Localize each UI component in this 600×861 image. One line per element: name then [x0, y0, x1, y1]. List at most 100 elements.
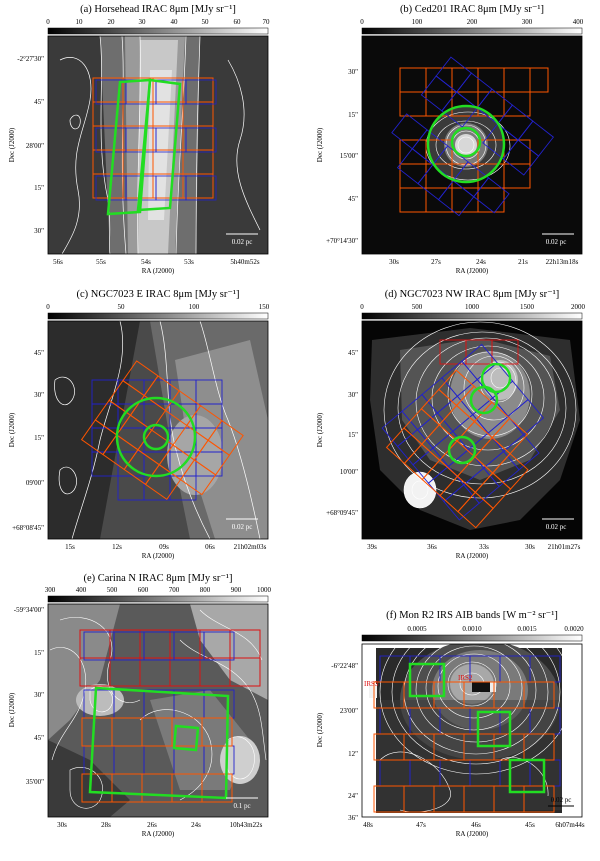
panel-b-y-tick: +70°14'30" [326, 237, 358, 245]
panel-a-y-tick: -2°27'30" [17, 55, 44, 63]
panel-c-scalebar: 0.02 pc [232, 523, 253, 531]
panel-b-scalebar: 0.02 pc [546, 238, 567, 246]
panel-d-x-tick: 33s [479, 543, 489, 551]
panel-c-x-tick: 12s [112, 543, 122, 551]
panel-d-y-tick: 10'00" [340, 468, 358, 476]
panel-b-x-tick: 24s [476, 258, 486, 266]
panel-b-x-tick: 21s [518, 258, 528, 266]
panel-b-x-tick: 27s [431, 258, 441, 266]
panel-b-title: (b) Ced201 IRAC 8μm [MJy sr⁻¹] [400, 4, 544, 15]
panel-e-cbar-tick: 400 [76, 586, 87, 594]
panel-f-y-tick: -6°22'48" [331, 662, 358, 670]
panel-b-xlabel: RA (J2000) [456, 267, 489, 275]
panel-d-y-tick: 30" [348, 391, 358, 399]
panel-b-ylabel: Dec (J2000) [316, 127, 324, 162]
panel-c-image [48, 321, 268, 539]
panel-c-colorbar [47, 312, 269, 320]
panel-e-cbar-tick: 900 [231, 586, 242, 594]
panel-c-cbar-tick: 150 [259, 303, 270, 311]
panel-b-y-tick: 15" [348, 111, 358, 119]
panel-a-image [48, 36, 268, 254]
panel-f-xlabel: RA (J2000) [456, 830, 489, 838]
panel-a-x-tick: 53s [184, 258, 194, 266]
panel-f: (f) Mon R2 IRS AIB bands [W m⁻² sr⁻¹] 0.… [316, 610, 585, 838]
panel-a-title: (a) Horsehead IRAC 8μm [MJy sr⁻¹] [80, 4, 236, 15]
panel-d-cbar-tick: 1500 [520, 303, 535, 311]
panel-f-x-tick: 48s [363, 821, 373, 829]
panel-a-xlabel: RA (J2000) [142, 267, 175, 275]
panel-e-ylabel: Dec (J2000) [8, 692, 16, 727]
panel-e-y-tick: 35'00" [26, 778, 44, 786]
panel-e-image [48, 604, 268, 817]
panel-c-x-tick: 21h02m03s [234, 543, 267, 551]
panel-e-xlabel: RA (J2000) [142, 830, 175, 838]
panel-e-x-tick: 10h43m22s [230, 821, 263, 829]
panel-d-scalebar: 0.02 pc [546, 523, 567, 531]
panel-c-y-tick: 09'00" [26, 479, 44, 487]
panel-e-cbar-tick: 500 [107, 586, 118, 594]
panel-b-cbar-tick: 100 [412, 18, 423, 26]
panel-c-cbar-tick: 100 [189, 303, 200, 311]
panel-c-x-tick: 09s [159, 543, 169, 551]
panel-d-y-tick: 45" [348, 349, 358, 357]
panel-f-cbar-tick: 0.0010 [462, 625, 482, 633]
panel-e-y-tick: 45" [34, 734, 44, 742]
panel-d-x-tick: 36s [427, 543, 437, 551]
panel-c-y-tick: 45" [34, 349, 44, 357]
panel-f-y-tick: 24" [348, 792, 358, 800]
panel-a-y-tick: 28'00" [26, 142, 44, 150]
panel-f-cbar-tick: 0.0015 [517, 625, 537, 633]
panel-e-colorbar [47, 595, 269, 603]
panel-a-y-tick: 45" [34, 98, 44, 106]
panel-c-title: (c) NGC7023 E IRAC 8μm [MJy sr⁻¹] [76, 289, 239, 300]
panel-d-x-tick: 21h01m27s [548, 543, 581, 551]
panel-f-y-tick: 36" [348, 814, 358, 822]
panel-e: (e) Carina N IRAC 8μm [MJy sr⁻¹] 300 400… [8, 573, 272, 838]
panel-a-x-tick: 54s [141, 258, 151, 266]
panel-a-y-tick: 15" [34, 184, 44, 192]
panel-a-cbar-tick: 30 [139, 18, 147, 26]
panel-e-y-tick: 30" [34, 691, 44, 699]
panel-f-image [362, 644, 582, 817]
panel-f-annotation-irs3: IRS3 [364, 680, 379, 688]
panel-a-x-tick: 56s [53, 258, 63, 266]
panel-a-cbar-tick: 0 [46, 18, 50, 26]
panel-e-y-tick: 15" [34, 649, 44, 657]
panel-a-cbar-tick: 40 [171, 18, 179, 26]
panel-e-x-tick: 24s [191, 821, 201, 829]
panel-a-cbar-tick: 50 [202, 18, 210, 26]
panel-f-colorbar [361, 634, 583, 642]
panel-c-cbar-tick: 0 [46, 303, 50, 311]
panel-f-title: (f) Mon R2 IRS AIB bands [W m⁻² sr⁻¹] [386, 610, 558, 621]
panel-a-ylabel: Dec (J2000) [8, 127, 16, 162]
panel-b-y-tick: 30" [348, 68, 358, 76]
panel-c-ylabel: Dec (J2000) [8, 412, 16, 447]
panel-e-scalebar: 0.1 pc [233, 802, 250, 810]
panel-e-cbar-tick: 600 [138, 586, 149, 594]
panel-e-cbar-tick: 700 [169, 586, 180, 594]
panel-d-image [362, 321, 582, 539]
panel-a-cbar-tick: 70 [263, 18, 271, 26]
panel-d-x-tick: 39s [367, 543, 377, 551]
panel-b-cbar-tick: 300 [522, 18, 533, 26]
panel-f-x-tick: 46s [471, 821, 481, 829]
panel-e-y-tick: -59°34'00" [14, 606, 44, 614]
panel-f-scalebar: 0.02 pc [551, 796, 572, 804]
panel-b-cbar-tick: 0 [360, 18, 364, 26]
panel-d: (d) NGC7023 NW IRAC 8μm [MJy sr⁻¹] 0 500… [316, 289, 586, 560]
panel-e-cbar-tick: 300 [45, 586, 56, 594]
panel-f-x-tick: 47s [416, 821, 426, 829]
panel-b-y-tick: 45" [348, 195, 358, 203]
panel-a-y-tick: 30" [34, 227, 44, 235]
panel-c-x-tick: 15s [65, 543, 75, 551]
panel-c-y-tick: +68°08'45" [12, 524, 44, 532]
panel-f-x-tick: 6h07m44s [555, 821, 584, 829]
panel-f-x-tick: 45s [525, 821, 535, 829]
panel-a-x-tick: 5h40m52s [230, 258, 259, 266]
panel-d-y-tick: 15" [348, 431, 358, 439]
panel-a-colorbar [47, 27, 269, 35]
panel-d-y-tick: +68°09'45" [326, 509, 358, 517]
panel-b-y-tick: 15'00" [340, 152, 358, 160]
panel-a-scalebar: 0.02 pc [232, 238, 253, 246]
panel-f-y-tick: 12" [348, 750, 358, 758]
